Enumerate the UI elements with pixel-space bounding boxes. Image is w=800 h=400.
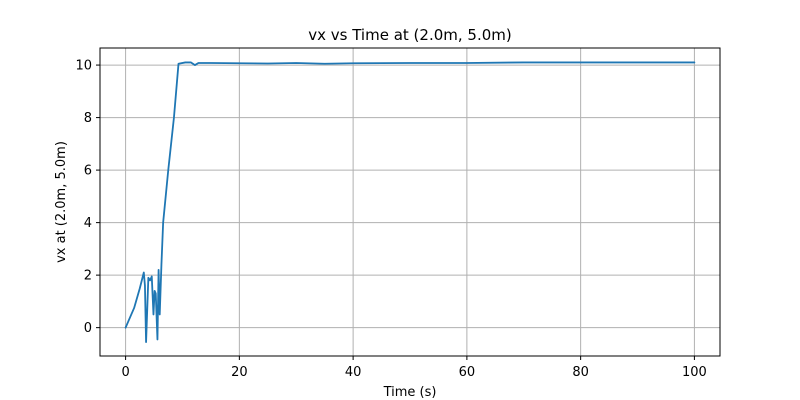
series-line — [124, 61, 696, 343]
y-axis-title: vx at (2.0m, 5.0m) — [54, 141, 69, 263]
series-layer — [124, 61, 696, 343]
x-axis-title: Time (s) — [383, 385, 437, 400]
plot-frame — [99, 47, 721, 357]
y-tick-label: 0 — [84, 321, 92, 336]
x-tick-label: 40 — [345, 365, 362, 380]
chart-title: vx vs Time at (2.0m, 5.0m) — [308, 26, 511, 44]
x-tick-label: 100 — [682, 365, 707, 380]
y-tick-label: 2 — [84, 269, 92, 284]
y-axis-ticks: 0 2 4 6 8 10 — [75, 59, 100, 336]
x-tick-label: 60 — [459, 365, 476, 380]
x-tick-label: 0 — [121, 365, 129, 380]
x-axis-ticks: 0 20 40 60 80 100 — [121, 356, 707, 380]
y-tick-label: 4 — [84, 216, 92, 231]
y-tick-label: 8 — [84, 111, 92, 126]
y-tick-label: 10 — [75, 59, 92, 74]
x-tick-label: 20 — [231, 365, 248, 380]
grid-lines — [100, 48, 720, 356]
y-tick-label: 6 — [84, 164, 92, 179]
x-tick-label: 80 — [572, 365, 589, 380]
